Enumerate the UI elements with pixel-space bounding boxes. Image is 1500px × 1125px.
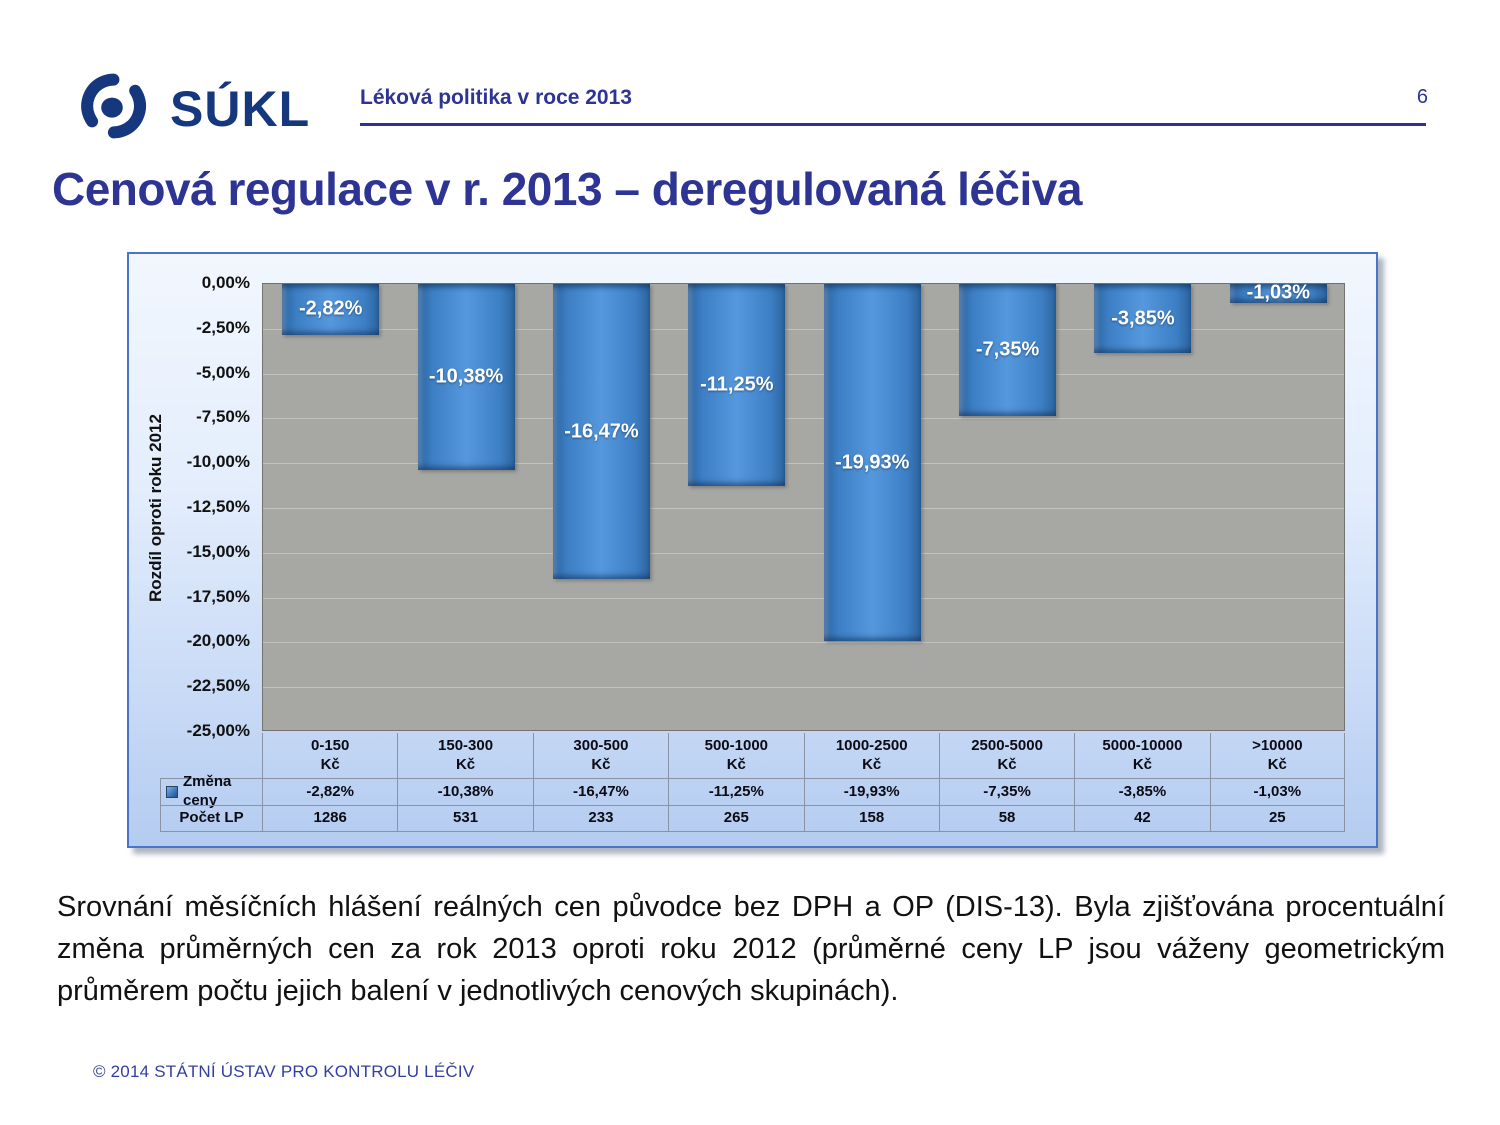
gridline (263, 687, 1344, 689)
table-row-label-text: Počet LP (179, 809, 244, 827)
table-row-label: Změna ceny (160, 773, 262, 809)
table-value-cell: -3,85% (1074, 778, 1210, 805)
bar-value-label: -3,85% (1111, 307, 1175, 329)
gridline (263, 463, 1344, 465)
y-tick-label: -22,50% (186, 676, 250, 696)
gridline (263, 597, 1344, 599)
table-header-cell: 500-1000 Kč (668, 733, 803, 778)
bar-value-label: -1,03% (1246, 281, 1310, 304)
table-value-cell: -7,35% (938, 778, 1075, 805)
table-header-cell: 5000-10000 Kč (1074, 733, 1209, 778)
y-tick-label: -17,50% (186, 586, 250, 606)
bar-2500-5000: -7,35% (959, 284, 1057, 416)
gridline (263, 642, 1344, 644)
table-value-cell: 158 (803, 805, 939, 832)
category-label: 300-500 Kč (573, 736, 629, 773)
bar-value-label: -19,93% (834, 451, 910, 474)
bar-value-label: -2,82% (299, 297, 363, 320)
table-value-cell: -2,82% (262, 778, 398, 805)
gridline (263, 418, 1344, 420)
header-divider (360, 123, 1426, 126)
bar-value-label: -16,47% (564, 420, 639, 443)
y-tick-label: -20,00% (186, 631, 250, 651)
bar-0-150: -2,82% (282, 284, 380, 335)
bar-value-label: -7,35% (975, 338, 1040, 361)
table-value-cell: -16,47% (532, 778, 669, 805)
bar-1000-2500: -19,93% (823, 284, 921, 642)
y-tick-label: -10,00% (186, 452, 250, 472)
chart-data-table: 0-150 Kč 150-300 Kč 300-500 Kč 500-1000 Kč 1000-… (160, 733, 1345, 832)
table-value-cell: -1,03% (1209, 778, 1345, 805)
bar-5000-10000: -3,85% (1094, 284, 1192, 353)
gridline (263, 552, 1344, 554)
bar-500-1000: -11,25% (688, 284, 786, 486)
table-header-cell: 2500-5000 Kč (938, 733, 1074, 778)
sukl-logo: SÚKL (72, 66, 310, 146)
category-label: 1000-2500 Kč (835, 736, 908, 773)
sukl-eye-swoosh-icon (81, 73, 146, 139)
table-row-label: Počet LP (160, 805, 262, 832)
table-corner-cell (160, 733, 262, 778)
table-value-cell: 531 (397, 805, 533, 832)
table-row-label-text: Změna ceny (183, 773, 232, 809)
y-tick-label: -2,50% (196, 317, 250, 337)
category-label: >10000 Kč (1252, 736, 1303, 773)
bar-value-label: -10,38% (428, 365, 504, 388)
logo-text: SÚKL (170, 81, 311, 137)
y-tick-label: 0,00% (201, 273, 250, 292)
category-label: 150-300 Kč (438, 736, 494, 773)
table-value-cell: 265 (668, 805, 804, 832)
chart-container: Rozdíl oproti roku 2012 0,00% -2,50% -5,00… (127, 252, 1378, 848)
category-label: 2500-5000 Kč (971, 736, 1043, 773)
gridline (263, 373, 1344, 375)
category-label: 5000-10000 Kč (1102, 736, 1183, 773)
table-header-cell: 0-150 Kč (262, 733, 397, 778)
gridline (263, 508, 1344, 509)
table-header-cell: 1000-2500 Kč (803, 733, 939, 778)
y-tick-label: -12,50% (186, 497, 250, 516)
table-value-cell: 58 (938, 805, 1075, 832)
footer-copyright: © 2014 STÁTNÍ ÚSTAV PRO KONTROLU LÉČIV (93, 1062, 475, 1081)
body-paragraph: Srovnání měsíčních hlášení reálných cen … (57, 891, 1445, 1008)
category-label: 500-1000 Kč (704, 736, 769, 773)
gridline (263, 328, 1344, 330)
table-header-cell: 150-300 Kč (397, 733, 532, 778)
y-tick-label: -15,00% (186, 541, 250, 561)
y-tick-label: -5,00% (196, 362, 250, 382)
category-label: 0-150 Kč (311, 736, 350, 773)
table-header-cell: 300-500 Kč (532, 733, 668, 778)
header-title: Léková politika v roce 2013 (360, 86, 632, 109)
table-value-cell: 1286 (262, 805, 398, 832)
table-value-cell: 233 (532, 805, 669, 832)
legend-square-icon (166, 786, 178, 798)
table-value-cell: 42 (1074, 805, 1210, 832)
table-header-cell: >10000 Kč (1209, 733, 1345, 778)
bar-300-500: -16,47% (552, 284, 650, 580)
page-number: 6 (1416, 86, 1428, 108)
bar-150-300: -10,38% (417, 284, 515, 470)
table-value-cell: -19,93% (803, 778, 939, 805)
plot-area: -2,82% -10,38% -16,47% -11,25% -19,93% -7,35%… (262, 281, 1345, 731)
bar->10000: -1,03% (1229, 281, 1327, 304)
table-value-cell: -11,25% (668, 778, 804, 805)
table-value-cell: 25 (1209, 805, 1345, 832)
slide-title: Cenová regulace v r. 2013 – deregulovaná… (52, 163, 1082, 215)
bar-value-label: -11,25% (700, 373, 774, 396)
y-tick-label: -25,00% (186, 721, 250, 740)
table-value-cell: -10,38% (397, 778, 533, 805)
y-tick-label: -7,50% (196, 407, 250, 427)
